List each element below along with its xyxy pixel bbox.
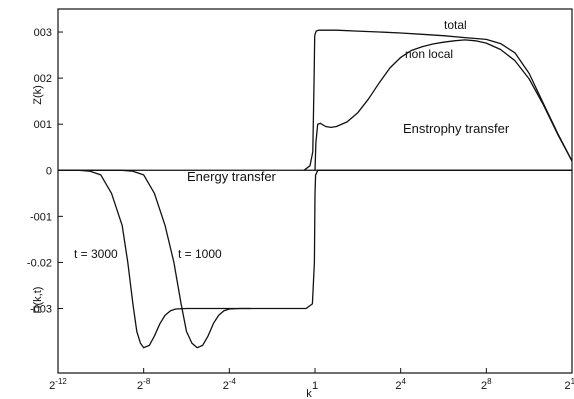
annotation-t3000: t = 3000 [74,247,118,261]
y-tick-label: 001 [34,119,52,131]
x-tick-label: 212 [564,377,574,392]
annotation-energy-transfer: Energy transfer [187,169,277,184]
y-tick-label: 003 [34,27,52,39]
annotation-total: total [444,18,467,32]
y-tick-label: 002 [34,73,52,85]
y-tick-label: -0.02 [27,257,52,269]
y-tick-label: -001 [30,211,52,223]
x-tick-label: 2-8 [137,377,151,392]
x-tick-label: 2-12 [49,377,67,392]
x-tick-label: 28 [481,377,492,392]
annotation-t1000: t = 1000 [178,247,222,261]
y-axis-label-bottom: Π(k,t) [32,287,44,314]
x-tick-label: 24 [395,377,406,392]
series-lines [58,30,572,348]
y-axis-label-top: Z(k) [32,85,44,105]
annotation-non-local: non local [405,47,453,61]
y-tick-label: 0 [46,165,52,177]
x-axis-label: k [306,388,312,399]
series-line-2 [58,170,572,347]
x-tick-label: 1 [312,380,318,392]
annotation-enstrophy-transfer: Enstrophy transfer [403,121,510,136]
x-tick-label: 2-4 [223,377,237,392]
